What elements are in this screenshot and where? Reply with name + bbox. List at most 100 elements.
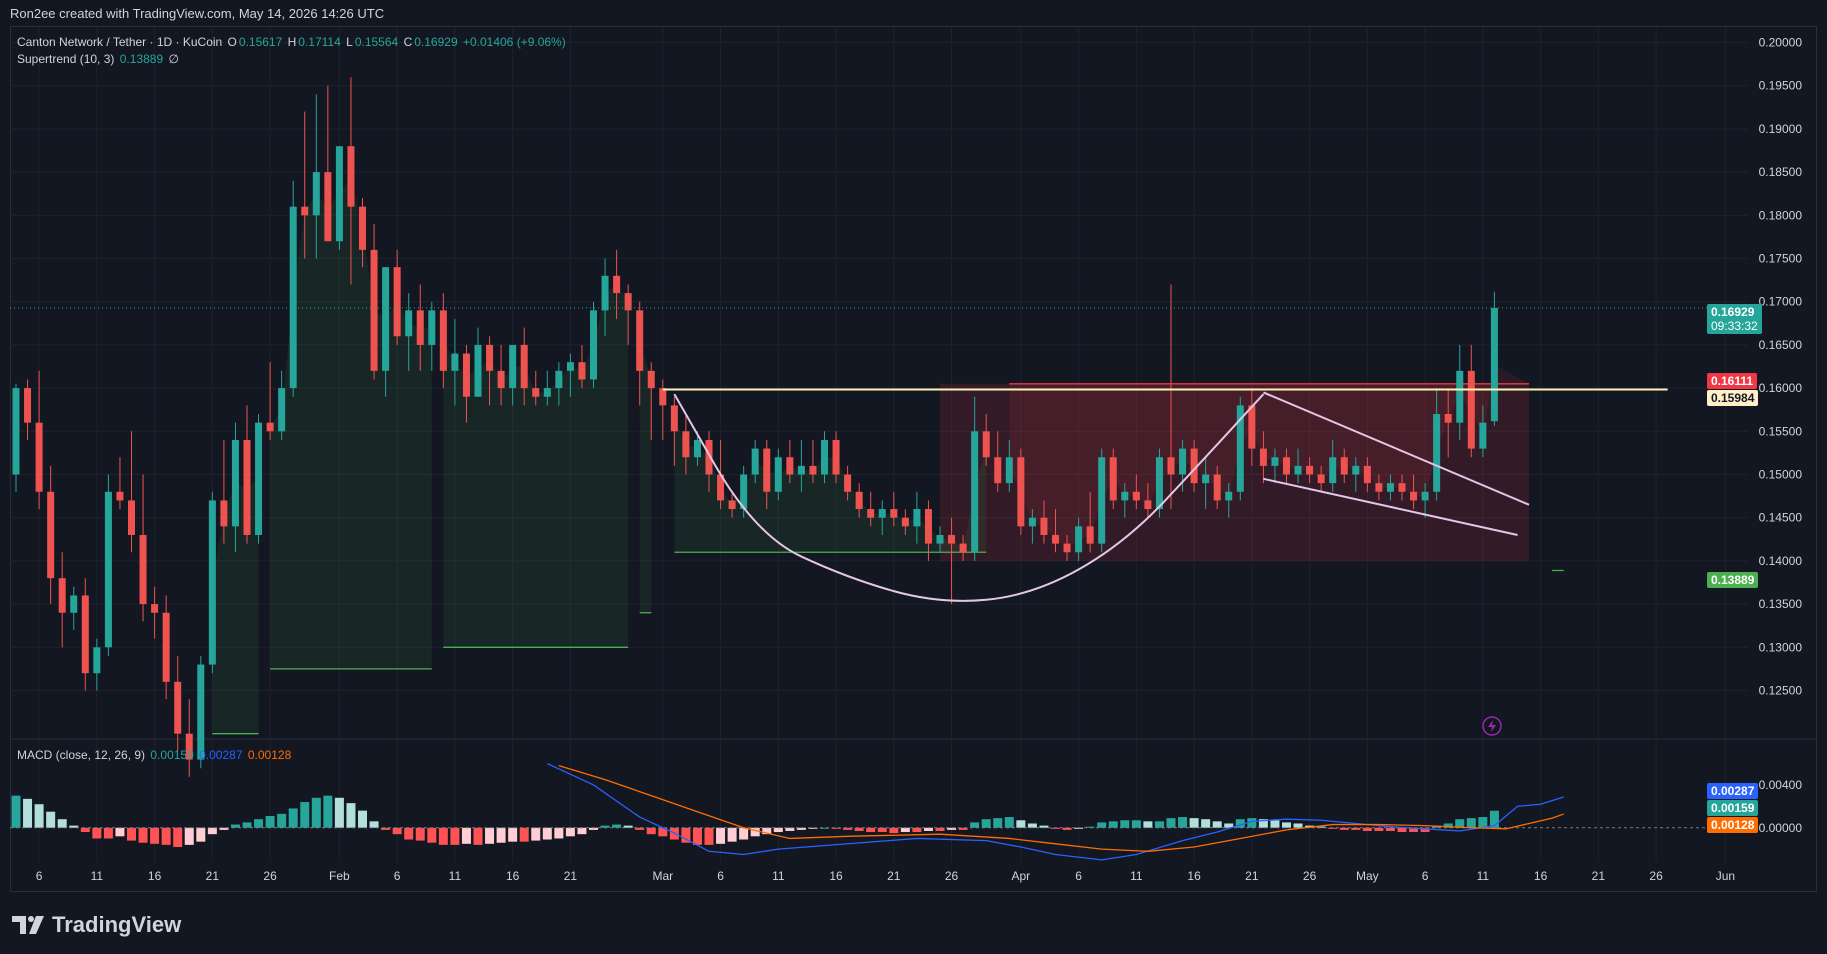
time-tick-label: 6 [1422,869,1429,883]
candle-body [1167,457,1175,475]
price-tick-label: 0.19500 [1759,79,1803,93]
candle-body [24,388,32,423]
candle-body [231,439,239,527]
supertrend-lines [212,176,1564,735]
macd-histogram-bar [288,808,298,828]
candle-body [1283,457,1290,475]
macd-histogram-bar [854,827,864,831]
macd-histogram-bar [716,827,726,844]
tradingview-logo[interactable]: TradingView [12,912,181,938]
candle-body [590,310,597,380]
macd-histogram-bar [1293,823,1303,828]
time-tick-label: 21 [1592,869,1606,883]
time-tick-label: 21 [1245,869,1259,883]
candle-body [809,465,817,475]
price-tick-label: 0.18500 [1759,165,1803,179]
macd-histogram-bar [207,827,217,835]
time-tick-label: 16 [1187,869,1201,883]
candle-body [601,275,609,311]
price-tick-label: 0.16500 [1759,338,1803,352]
time-tick-label: 26 [1303,869,1317,883]
candle-body [1225,491,1233,501]
macd-legend[interactable]: MACD (close, 12, 26, 9) 0.00159 0.00287 … [17,748,293,762]
macd-histogram-bar [69,825,79,828]
cup-pattern-curve [673,393,1265,602]
macd-histogram-bar [92,827,102,839]
macd-histogram-bar [23,798,33,828]
candle-body [255,422,263,535]
brand-name: TradingView [52,912,182,937]
candle-body [1259,448,1267,466]
macd-tick-label: 0.00000 [1759,821,1803,835]
candle-body [1063,543,1071,553]
candle-body [901,517,909,527]
candle-body [890,509,898,518]
candle-body [855,491,863,510]
macd-histogram-bar [1154,821,1164,828]
macd-histogram-bar [646,827,656,835]
candle-body [740,474,748,510]
macd-histogram-bar [496,827,506,843]
candles [12,77,1498,777]
candle-body [1109,457,1117,501]
macd-signal-value: 0.00128 [247,748,292,762]
macd-histogram-bar [577,827,587,835]
price-tick-label: 0.13000 [1759,640,1803,654]
macd-histogram-bar [346,803,356,828]
time-tick-label: 21 [564,869,578,883]
macd-histogram-bar [300,802,310,828]
macd-histogram-bar [1189,818,1199,828]
candle-body [174,681,182,734]
candle-body [509,344,517,389]
macd-histogram-bar [1420,827,1430,833]
close-label: C [403,35,413,49]
macd-histogram-bar [80,827,90,833]
candle-body [382,267,390,371]
candle-body [1363,465,1371,484]
macd-histogram-bar [692,827,702,845]
candle-body [128,500,135,535]
candle-body [12,388,20,475]
macd-histogram-bar [1143,821,1153,828]
candle-body [474,344,482,397]
time-tick-label: 16 [829,869,843,883]
symbol-label: Canton Network / Tether · 1D · KuCoin [17,35,223,49]
macd-histogram-bar [993,818,1003,828]
candle-body [1467,370,1475,449]
candle-body [324,172,332,242]
macd-histogram-bar [1282,822,1291,828]
candle-body [486,344,494,371]
macd-histogram-bar [1074,827,1084,829]
time-tick-label: 26 [945,869,959,883]
time-tick-label: 21 [887,869,901,883]
chart-caption: Ron2ee created with TradingView.com, May… [10,6,385,21]
candle-body [728,500,736,510]
lightning-icon[interactable] [1481,715,1503,737]
price-axis[interactable]: 0.20000 0.19500 0.19000 0.18500 0.18000 0.175… [1759,36,1803,835]
close-value: 0.16929 [414,35,458,49]
macd-tick-label: 0.00400 [1759,778,1803,792]
time-tick-label: 11 [772,869,785,883]
candle-body [971,431,979,553]
macd-histogram-bar [415,827,425,841]
flag-lower-line [1263,477,1518,536]
macd-histogram-bar [1097,822,1107,828]
macd-histogram-bar [1409,827,1419,833]
candle-body [1236,405,1244,492]
macd-histogram-bar [843,827,853,830]
time-tick-label: 26 [1649,869,1663,883]
time-axis[interactable]: 6 11 16 21 26 Feb 6 11 16 21 Mar 6 11 16 21 26 Apr 6 11 16 2… [36,869,1735,883]
candle-body [1421,491,1429,501]
macd-histogram-bar [554,827,564,839]
macd-histogram-bar [981,819,991,828]
macd-histogram-bar [612,824,622,828]
macd-histogram-bar [1478,817,1488,828]
supertrend-legend[interactable]: Supertrend (10, 3) 0.13889 ∅ [17,52,181,66]
visibility-icon[interactable]: ∅ [168,52,179,66]
last-price-value: 0.16929 [1711,305,1755,319]
time-tick-label: Apr [1012,869,1031,883]
candle-body [1456,370,1464,423]
macd-histogram-bar [727,827,737,842]
